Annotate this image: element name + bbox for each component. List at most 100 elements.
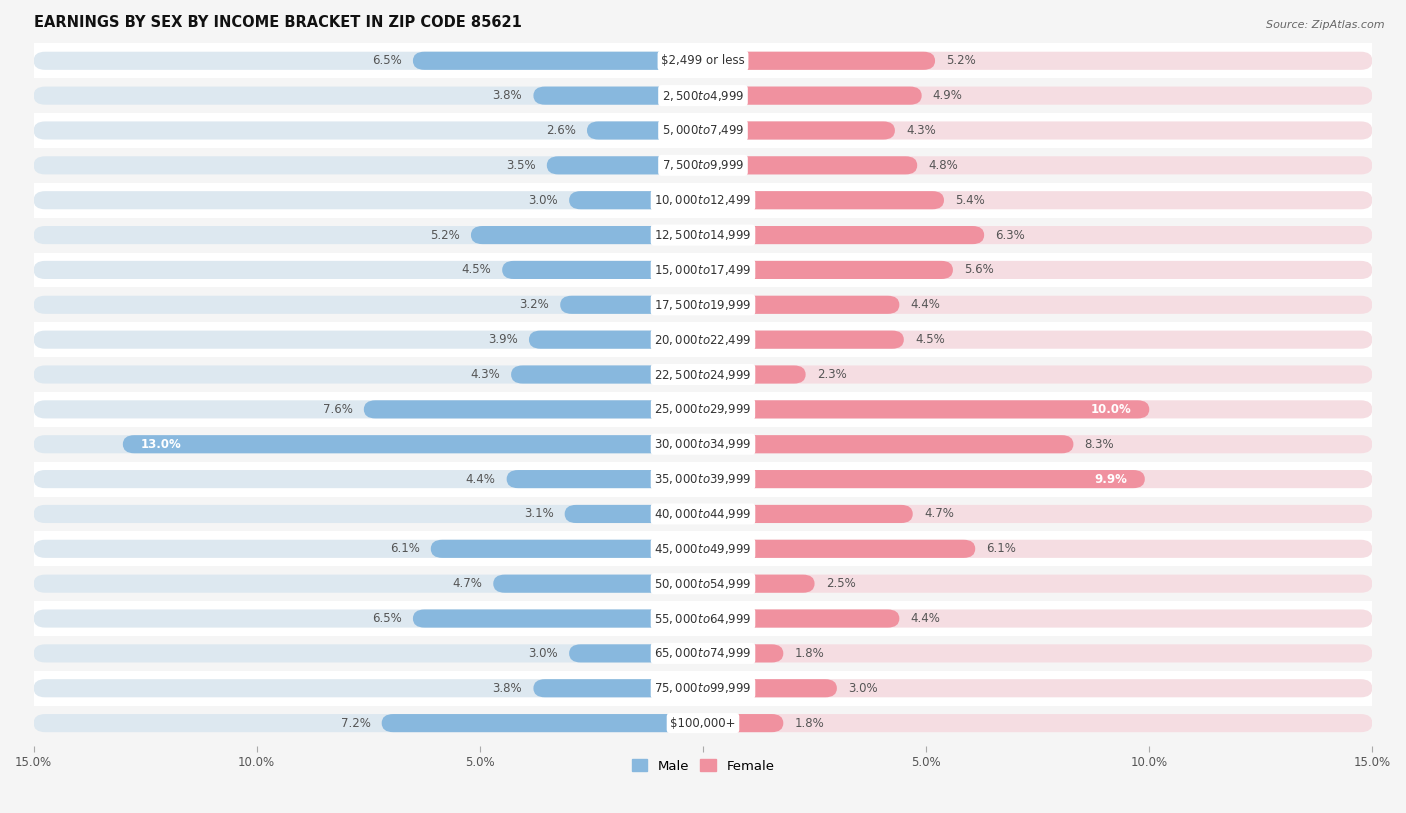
Text: $2,499 or less: $2,499 or less <box>661 54 745 67</box>
Text: 6.5%: 6.5% <box>373 54 402 67</box>
Text: 3.0%: 3.0% <box>529 647 558 660</box>
FancyBboxPatch shape <box>703 86 1372 105</box>
FancyBboxPatch shape <box>569 191 703 209</box>
FancyBboxPatch shape <box>34 671 1372 706</box>
FancyBboxPatch shape <box>34 470 703 488</box>
Text: 6.1%: 6.1% <box>389 542 419 555</box>
FancyBboxPatch shape <box>703 156 917 175</box>
FancyBboxPatch shape <box>381 714 703 733</box>
FancyBboxPatch shape <box>703 645 1372 663</box>
Text: 4.7%: 4.7% <box>924 507 953 520</box>
FancyBboxPatch shape <box>703 226 1372 244</box>
Text: 3.1%: 3.1% <box>524 507 554 520</box>
FancyBboxPatch shape <box>565 505 703 523</box>
FancyBboxPatch shape <box>703 575 814 593</box>
Text: 3.2%: 3.2% <box>519 298 548 311</box>
FancyBboxPatch shape <box>34 366 703 384</box>
Text: 3.8%: 3.8% <box>492 89 522 102</box>
FancyBboxPatch shape <box>703 540 1372 558</box>
Text: 4.4%: 4.4% <box>911 612 941 625</box>
FancyBboxPatch shape <box>34 706 1372 741</box>
Text: $10,000 to $12,499: $10,000 to $12,499 <box>654 193 752 207</box>
FancyBboxPatch shape <box>512 366 703 384</box>
FancyBboxPatch shape <box>34 52 703 70</box>
Text: $100,000+: $100,000+ <box>671 716 735 729</box>
FancyBboxPatch shape <box>34 86 703 105</box>
Text: $5,000 to $7,499: $5,000 to $7,499 <box>662 124 744 137</box>
Text: 4.7%: 4.7% <box>453 577 482 590</box>
Text: $2,500 to $4,999: $2,500 to $4,999 <box>662 89 744 102</box>
Text: $55,000 to $64,999: $55,000 to $64,999 <box>654 611 752 625</box>
Text: 5.6%: 5.6% <box>965 263 994 276</box>
FancyBboxPatch shape <box>34 357 1372 392</box>
Text: 8.3%: 8.3% <box>1084 437 1114 450</box>
Text: $22,500 to $24,999: $22,500 to $24,999 <box>654 367 752 381</box>
FancyBboxPatch shape <box>703 296 900 314</box>
FancyBboxPatch shape <box>34 566 1372 601</box>
Text: 1.8%: 1.8% <box>794 716 824 729</box>
FancyBboxPatch shape <box>413 52 703 70</box>
FancyBboxPatch shape <box>34 121 703 140</box>
Text: 3.5%: 3.5% <box>506 159 536 172</box>
FancyBboxPatch shape <box>703 645 783 663</box>
FancyBboxPatch shape <box>34 218 1372 253</box>
FancyBboxPatch shape <box>703 714 783 733</box>
Text: 4.9%: 4.9% <box>932 89 963 102</box>
FancyBboxPatch shape <box>703 121 894 140</box>
FancyBboxPatch shape <box>703 121 1372 140</box>
FancyBboxPatch shape <box>703 679 837 698</box>
Text: 5.2%: 5.2% <box>430 228 460 241</box>
FancyBboxPatch shape <box>703 610 900 628</box>
FancyBboxPatch shape <box>547 156 703 175</box>
Text: 4.5%: 4.5% <box>461 263 491 276</box>
FancyBboxPatch shape <box>703 679 1372 698</box>
Text: EARNINGS BY SEX BY INCOME BRACKET IN ZIP CODE 85621: EARNINGS BY SEX BY INCOME BRACKET IN ZIP… <box>34 15 522 30</box>
Text: 3.8%: 3.8% <box>492 682 522 695</box>
FancyBboxPatch shape <box>34 400 703 419</box>
FancyBboxPatch shape <box>471 226 703 244</box>
Text: 4.4%: 4.4% <box>911 298 941 311</box>
Text: 5.2%: 5.2% <box>946 54 976 67</box>
FancyBboxPatch shape <box>703 470 1144 488</box>
FancyBboxPatch shape <box>34 253 1372 287</box>
FancyBboxPatch shape <box>533 679 703 698</box>
Text: $7,500 to $9,999: $7,500 to $9,999 <box>662 159 744 172</box>
Text: 4.5%: 4.5% <box>915 333 945 346</box>
Text: $45,000 to $49,999: $45,000 to $49,999 <box>654 541 752 556</box>
Text: 4.4%: 4.4% <box>465 472 495 485</box>
FancyBboxPatch shape <box>703 86 922 105</box>
FancyBboxPatch shape <box>34 540 703 558</box>
FancyBboxPatch shape <box>703 261 953 279</box>
FancyBboxPatch shape <box>34 427 1372 462</box>
Text: $15,000 to $17,499: $15,000 to $17,499 <box>654 263 752 277</box>
FancyBboxPatch shape <box>122 435 703 454</box>
FancyBboxPatch shape <box>703 296 1372 314</box>
FancyBboxPatch shape <box>703 435 1372 454</box>
FancyBboxPatch shape <box>703 52 1372 70</box>
Text: $50,000 to $54,999: $50,000 to $54,999 <box>654 576 752 591</box>
Text: 6.1%: 6.1% <box>987 542 1017 555</box>
FancyBboxPatch shape <box>34 497 1372 532</box>
FancyBboxPatch shape <box>34 331 703 349</box>
FancyBboxPatch shape <box>34 532 1372 566</box>
FancyBboxPatch shape <box>34 636 1372 671</box>
FancyBboxPatch shape <box>703 400 1149 419</box>
FancyBboxPatch shape <box>34 322 1372 357</box>
Text: 4.8%: 4.8% <box>928 159 957 172</box>
Text: 7.2%: 7.2% <box>340 716 371 729</box>
Text: 13.0%: 13.0% <box>141 437 181 450</box>
FancyBboxPatch shape <box>34 645 703 663</box>
Text: 2.6%: 2.6% <box>546 124 576 137</box>
FancyBboxPatch shape <box>703 191 1372 209</box>
Text: $30,000 to $34,999: $30,000 to $34,999 <box>654 437 752 451</box>
FancyBboxPatch shape <box>586 121 703 140</box>
Text: $75,000 to $99,999: $75,000 to $99,999 <box>654 681 752 695</box>
FancyBboxPatch shape <box>703 435 1073 454</box>
FancyBboxPatch shape <box>430 540 703 558</box>
Text: 2.5%: 2.5% <box>825 577 855 590</box>
Text: 3.9%: 3.9% <box>488 333 517 346</box>
FancyBboxPatch shape <box>34 191 703 209</box>
Text: 1.8%: 1.8% <box>794 647 824 660</box>
FancyBboxPatch shape <box>703 331 1372 349</box>
FancyBboxPatch shape <box>34 679 703 698</box>
